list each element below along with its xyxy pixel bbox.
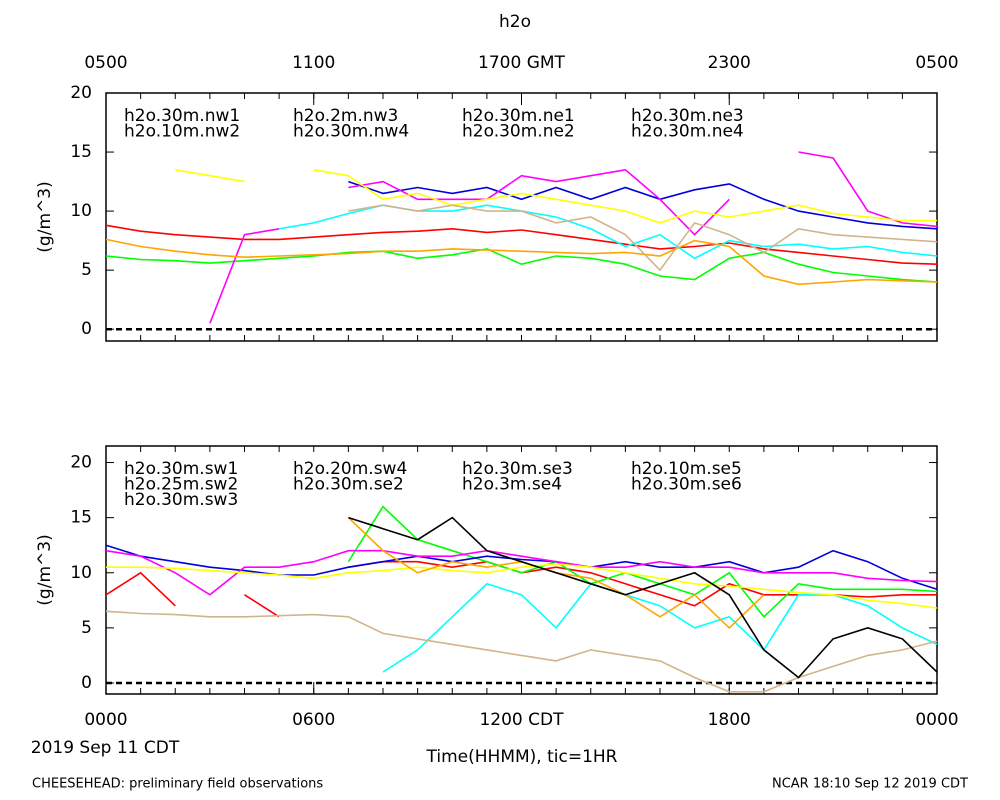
legend-entry: h2o.2m.nw3 [293, 106, 398, 126]
legend-entry: h2o.30m.sw3 [124, 490, 238, 510]
series-line [105, 224, 938, 265]
y-tick-label: 5 [81, 618, 92, 638]
x-tick-label: 0000 [915, 710, 958, 730]
series-line [105, 549, 938, 596]
legend-entry: h2o.3m.se4 [462, 475, 562, 495]
y-tick-label: 15 [70, 508, 92, 528]
x-top-tick-label: 0500 [915, 53, 958, 73]
footer-right: NCAR 18:10 Sep 12 2019 CDT [772, 777, 968, 792]
footer-left: CHEESEHEAD: preliminary field observatio… [32, 777, 323, 792]
legend-entry: h2o.30m.nw4 [293, 122, 409, 142]
legend-entry: h2o.30m.se3 [462, 459, 573, 479]
series-line [105, 544, 938, 591]
x-top-tick-label: 1100 [292, 53, 335, 73]
series-line [175, 169, 245, 183]
series-line [105, 238, 938, 286]
x-axis-label: Time(HHMM), tic=1HR [426, 747, 618, 767]
x-top-tick-label: 1700 GMT [478, 53, 566, 73]
series-line [348, 180, 938, 230]
series-line [244, 594, 280, 618]
y-tick-label: 15 [70, 142, 92, 162]
y-axis-label: (g/m^3) [35, 181, 55, 252]
x-top-tick-label: 0500 [84, 53, 127, 73]
y-tick-label: 5 [81, 260, 92, 280]
legend-entry: h2o.30m.ne2 [462, 122, 575, 142]
chart-title: h2o [499, 12, 531, 32]
legend-entry: h2o.10m.se5 [631, 459, 742, 479]
series-line [348, 516, 938, 679]
x-tick-label: 0000 [84, 710, 127, 730]
legend-entry: h2o.30m.ne4 [631, 122, 744, 142]
series-line [798, 151, 938, 228]
y-axis-label: (g/m^3) [35, 534, 55, 605]
y-tick-label: 10 [70, 563, 92, 583]
series-line [382, 582, 938, 673]
legend-entry: h2o.30m.ne3 [631, 106, 744, 126]
series-line [348, 204, 938, 272]
legend-entry: h2o.30m.se6 [631, 475, 742, 495]
legend-entry: h2o.30m.nw1 [124, 106, 240, 126]
y-tick-label: 0 [81, 673, 92, 693]
series-line [209, 228, 280, 324]
y-tick-label: 20 [70, 453, 92, 473]
y-tick-label: 0 [81, 319, 92, 339]
x-tick-label: 1800 [708, 710, 751, 730]
series-line [278, 204, 938, 260]
series-line [347, 505, 938, 618]
x-tick-label: 0600 [292, 710, 335, 730]
date-label: 2019 Sep 11 CDT [31, 738, 180, 758]
x-top-tick-label: 2300 [708, 53, 751, 73]
series-line [105, 571, 176, 607]
y-tick-label: 10 [70, 201, 92, 221]
legend-entry: h2o.20m.sw4 [293, 459, 407, 479]
legend-entry: h2o.30m.sw1 [124, 459, 238, 479]
legend-entry: h2o.30m.ne1 [462, 106, 575, 126]
y-tick-label: 20 [70, 83, 92, 103]
series-line [105, 610, 938, 693]
legend-entry: h2o.10m.nw2 [124, 122, 240, 142]
series-line [313, 169, 937, 224]
series-line [348, 168, 730, 236]
x-tick-label: 1200 CDT [479, 710, 564, 730]
series-line [105, 248, 938, 283]
legend-entry: h2o.30m.se2 [293, 475, 404, 495]
series-line [106, 563, 938, 609]
legend-entry: h2o.25m.sw2 [124, 475, 238, 495]
